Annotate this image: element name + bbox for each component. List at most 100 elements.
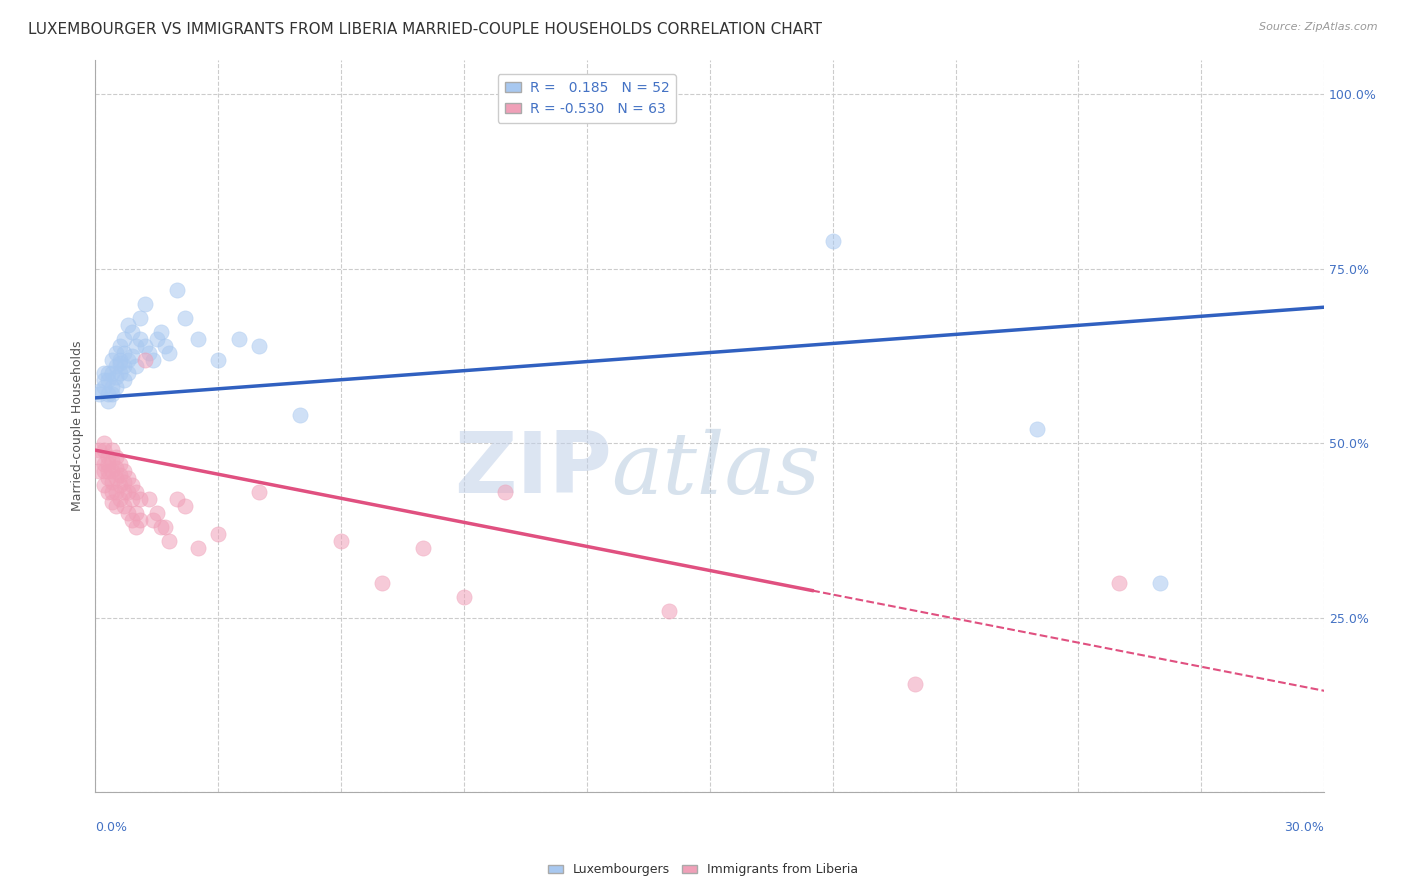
- Legend: Luxembourgers, Immigrants from Liberia: Luxembourgers, Immigrants from Liberia: [543, 858, 863, 881]
- Point: [93, 367, 115, 381]
- Point: [142, 352, 165, 367]
- Point: [93, 478, 115, 492]
- Point: [121, 478, 143, 492]
- Point: [100, 453, 122, 467]
- Point: [146, 506, 169, 520]
- Point: [821, 234, 844, 248]
- Point: [157, 345, 180, 359]
- Point: [104, 370, 127, 384]
- Point: [903, 677, 925, 691]
- Point: [100, 352, 122, 367]
- Point: [97, 387, 120, 401]
- Y-axis label: Married-couple Households: Married-couple Households: [72, 341, 84, 511]
- Point: [108, 457, 131, 471]
- Point: [153, 338, 176, 352]
- Point: [97, 485, 120, 500]
- Point: [104, 380, 127, 394]
- Point: [100, 367, 122, 381]
- Point: [93, 464, 115, 478]
- Point: [108, 467, 131, 482]
- Point: [187, 332, 209, 346]
- Point: [117, 318, 139, 332]
- Point: [97, 394, 120, 409]
- Point: [134, 338, 156, 352]
- Point: [89, 443, 111, 458]
- Point: [100, 387, 122, 401]
- Point: [288, 409, 311, 423]
- Point: [104, 499, 127, 513]
- Point: [134, 352, 156, 367]
- Point: [100, 475, 122, 489]
- Point: [129, 491, 152, 506]
- Point: [108, 356, 131, 370]
- Point: [104, 345, 127, 359]
- Text: Source: ZipAtlas.com: Source: ZipAtlas.com: [1260, 22, 1378, 32]
- Point: [187, 541, 209, 555]
- Point: [89, 450, 111, 464]
- Point: [207, 352, 229, 367]
- Point: [104, 359, 127, 374]
- Point: [453, 590, 475, 604]
- Point: [100, 464, 122, 478]
- Point: [1149, 575, 1171, 590]
- Point: [129, 332, 152, 346]
- Point: [149, 325, 172, 339]
- Point: [93, 436, 115, 450]
- Point: [166, 491, 188, 506]
- Point: [97, 457, 120, 471]
- Point: [157, 533, 180, 548]
- Point: [129, 513, 152, 527]
- Point: [108, 491, 131, 506]
- Point: [121, 513, 143, 527]
- Point: [1108, 575, 1130, 590]
- Point: [658, 604, 681, 618]
- Point: [89, 464, 111, 478]
- Point: [93, 380, 115, 394]
- Text: ZIP: ZIP: [454, 428, 612, 511]
- Point: [166, 283, 188, 297]
- Point: [174, 310, 197, 325]
- Point: [89, 384, 111, 398]
- Point: [100, 485, 122, 500]
- Point: [97, 450, 120, 464]
- Point: [142, 513, 165, 527]
- Point: [117, 471, 139, 485]
- Point: [1026, 422, 1049, 436]
- Point: [153, 520, 176, 534]
- Point: [174, 499, 197, 513]
- Point: [121, 349, 143, 363]
- Point: [138, 345, 160, 359]
- Point: [247, 338, 270, 352]
- Point: [125, 338, 148, 352]
- Point: [108, 338, 131, 352]
- Point: [108, 478, 131, 492]
- Point: [100, 495, 122, 509]
- Point: [112, 373, 135, 387]
- Legend: R =   0.185   N = 52, R = -0.530   N = 63: R = 0.185 N = 52, R = -0.530 N = 63: [498, 74, 676, 123]
- Point: [100, 380, 122, 394]
- Point: [112, 332, 135, 346]
- Point: [104, 460, 127, 475]
- Point: [121, 491, 143, 506]
- Point: [93, 443, 115, 458]
- Point: [125, 520, 148, 534]
- Point: [494, 485, 516, 500]
- Point: [112, 499, 135, 513]
- Text: LUXEMBOURGER VS IMMIGRANTS FROM LIBERIA MARRIED-COUPLE HOUSEHOLDS CORRELATION CH: LUXEMBOURGER VS IMMIGRANTS FROM LIBERIA …: [28, 22, 823, 37]
- Point: [97, 373, 120, 387]
- Point: [117, 367, 139, 381]
- Point: [112, 464, 135, 478]
- Point: [89, 387, 111, 401]
- Point: [228, 332, 250, 346]
- Point: [125, 506, 148, 520]
- Point: [129, 310, 152, 325]
- Point: [146, 332, 169, 346]
- Text: 30.0%: 30.0%: [1284, 822, 1324, 834]
- Point: [112, 475, 135, 489]
- Point: [97, 367, 120, 381]
- Point: [149, 520, 172, 534]
- Point: [125, 359, 148, 374]
- Point: [112, 345, 135, 359]
- Point: [104, 471, 127, 485]
- Point: [412, 541, 434, 555]
